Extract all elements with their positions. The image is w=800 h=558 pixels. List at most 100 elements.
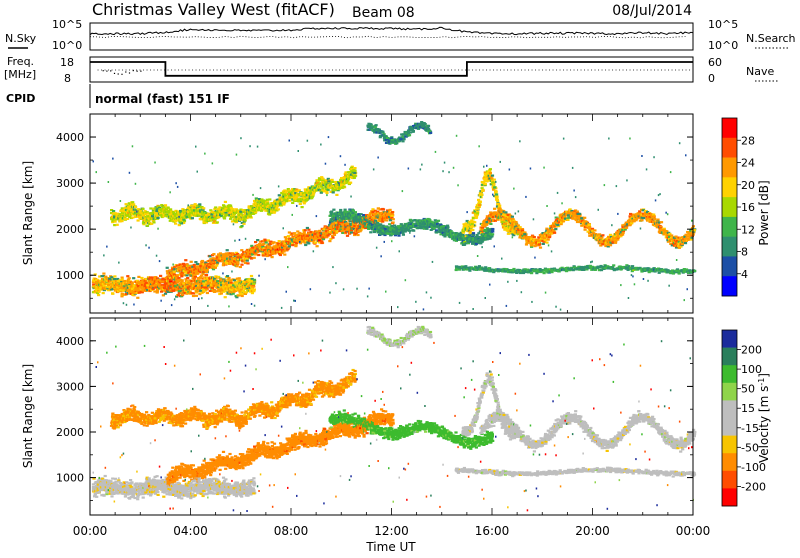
range-cell: [136, 297, 139, 299]
range-cell: [335, 194, 338, 196]
range-cell: [126, 275, 129, 277]
freq-line: [90, 62, 693, 76]
noise-cell: [335, 282, 337, 284]
range-cell: [271, 256, 274, 258]
range-cell: [229, 218, 232, 220]
nsky-label: N.Sky: [5, 32, 37, 45]
noise-cell: [136, 210, 138, 212]
range-cell: [250, 275, 253, 277]
noise-cell: [316, 215, 318, 217]
range-cell: [353, 172, 356, 174]
noise-cell: [130, 227, 132, 229]
range-cell: [288, 200, 291, 202]
range-cell: [284, 244, 287, 246]
noise-cell: [286, 291, 288, 293]
range-cell: [137, 219, 140, 221]
noise-cell: [251, 303, 253, 305]
range-cell: [121, 278, 124, 280]
range-cell: [196, 263, 199, 265]
range-cell: [240, 225, 243, 227]
range-cell: [303, 231, 306, 233]
range-cell: [120, 220, 123, 222]
noise-cell: [93, 160, 95, 162]
noise-cell: [313, 250, 315, 252]
range-cell: [354, 170, 357, 172]
nsearch-tick-top: 10^5: [708, 18, 738, 31]
noise-cell: [391, 240, 393, 242]
range-cell: [389, 219, 392, 221]
noise-cell: [234, 240, 236, 242]
range-cell: [253, 279, 256, 281]
range-cell: [238, 277, 241, 279]
range-cell: [392, 221, 395, 223]
range-cell: [214, 206, 217, 208]
noise-cell: [172, 264, 174, 266]
noise-cell: [123, 302, 125, 304]
noise-cell: [376, 247, 378, 249]
noise-cell: [169, 191, 171, 193]
noise-cell: [103, 254, 105, 256]
range-cell: [240, 264, 243, 266]
noise-cell: [320, 144, 322, 146]
nave-dot: [125, 71, 126, 72]
range-cell: [140, 277, 143, 279]
range-cell: [199, 277, 202, 279]
range-cell: [192, 292, 195, 294]
noise-cell: [338, 182, 340, 184]
nave-dot: [110, 70, 111, 71]
range-cell: [180, 275, 183, 277]
range-cell: [325, 192, 328, 194]
noise-cell: [126, 304, 128, 306]
noise-cell: [254, 305, 256, 307]
freq-label: Freq.: [7, 55, 34, 68]
noise-cell: [332, 266, 334, 268]
range-cell: [251, 292, 254, 294]
range-cell: [266, 202, 269, 204]
range-cell: [226, 249, 229, 251]
noise-cell: [212, 162, 214, 164]
range-cell: [132, 277, 135, 279]
noise-cell: [222, 272, 224, 274]
noise-cell: [281, 307, 283, 309]
noise-cell: [298, 150, 300, 152]
range-cell: [253, 257, 256, 259]
noise-cell: [145, 244, 147, 246]
range-cell: [257, 254, 260, 256]
cpid-label: CPID: [6, 92, 35, 105]
beam-label: Beam 08: [352, 5, 415, 21]
noise-cell: [239, 239, 241, 241]
range-cell: [348, 182, 351, 184]
range-cell: [369, 231, 372, 233]
range-cell: [97, 294, 100, 296]
range-cell: [232, 293, 235, 295]
range-cell: [192, 295, 195, 297]
noise-cell: [328, 136, 330, 138]
range-cell: [346, 235, 349, 237]
noise-cell: [289, 140, 291, 142]
noise-cell: [148, 247, 150, 249]
range-cell: [240, 249, 243, 251]
noise-cell: [295, 300, 297, 302]
range-cell: [110, 276, 113, 278]
range-cell: [252, 286, 255, 288]
range-cell: [174, 223, 177, 225]
noise-cell: [195, 146, 197, 148]
range-cell: [102, 273, 105, 275]
range-cell: [206, 269, 209, 271]
range-cell: [341, 230, 344, 232]
noise-cell: [310, 288, 312, 290]
freq-unit-label: [MHz]: [4, 68, 36, 81]
range-cell: [206, 292, 209, 294]
noise-cell: [248, 209, 250, 211]
range-cell: [334, 189, 337, 191]
range-cell: [149, 207, 152, 209]
range-cell: [242, 223, 245, 225]
noise-cell: [367, 295, 369, 297]
range-cell: [184, 259, 187, 261]
freq-tick-bottom: 8: [64, 72, 71, 85]
range-cell: [277, 208, 280, 210]
noise-cell: [133, 304, 135, 306]
noise-cell: [287, 266, 289, 268]
range-cell: [291, 244, 294, 246]
